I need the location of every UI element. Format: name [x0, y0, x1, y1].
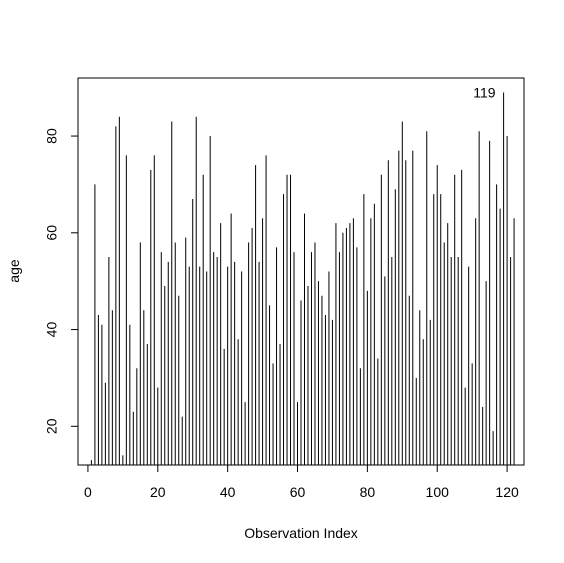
- y-tick-label: 40: [44, 322, 60, 338]
- y-axis-label: age: [6, 259, 22, 283]
- y-tick-label: 20: [44, 418, 60, 434]
- data-spikes: [90, 92, 515, 465]
- x-tick-label: 80: [360, 484, 376, 500]
- x-tick-label: 120: [495, 484, 519, 500]
- y-axis: 20 40 60 80: [44, 128, 79, 434]
- x-tick-label: 60: [290, 484, 306, 500]
- y-tick-label: 60: [44, 225, 60, 241]
- point-annotation: 119: [473, 85, 496, 101]
- x-axis-label: Observation Index: [244, 525, 358, 541]
- x-tick-label: 0: [84, 484, 92, 500]
- x-tick-label: 40: [220, 484, 236, 500]
- x-tick-label: 20: [150, 484, 166, 500]
- y-tick-label: 80: [44, 128, 60, 144]
- x-tick-label: 100: [426, 484, 450, 500]
- x-axis: 0 20 40 60 80 100 120: [84, 464, 519, 500]
